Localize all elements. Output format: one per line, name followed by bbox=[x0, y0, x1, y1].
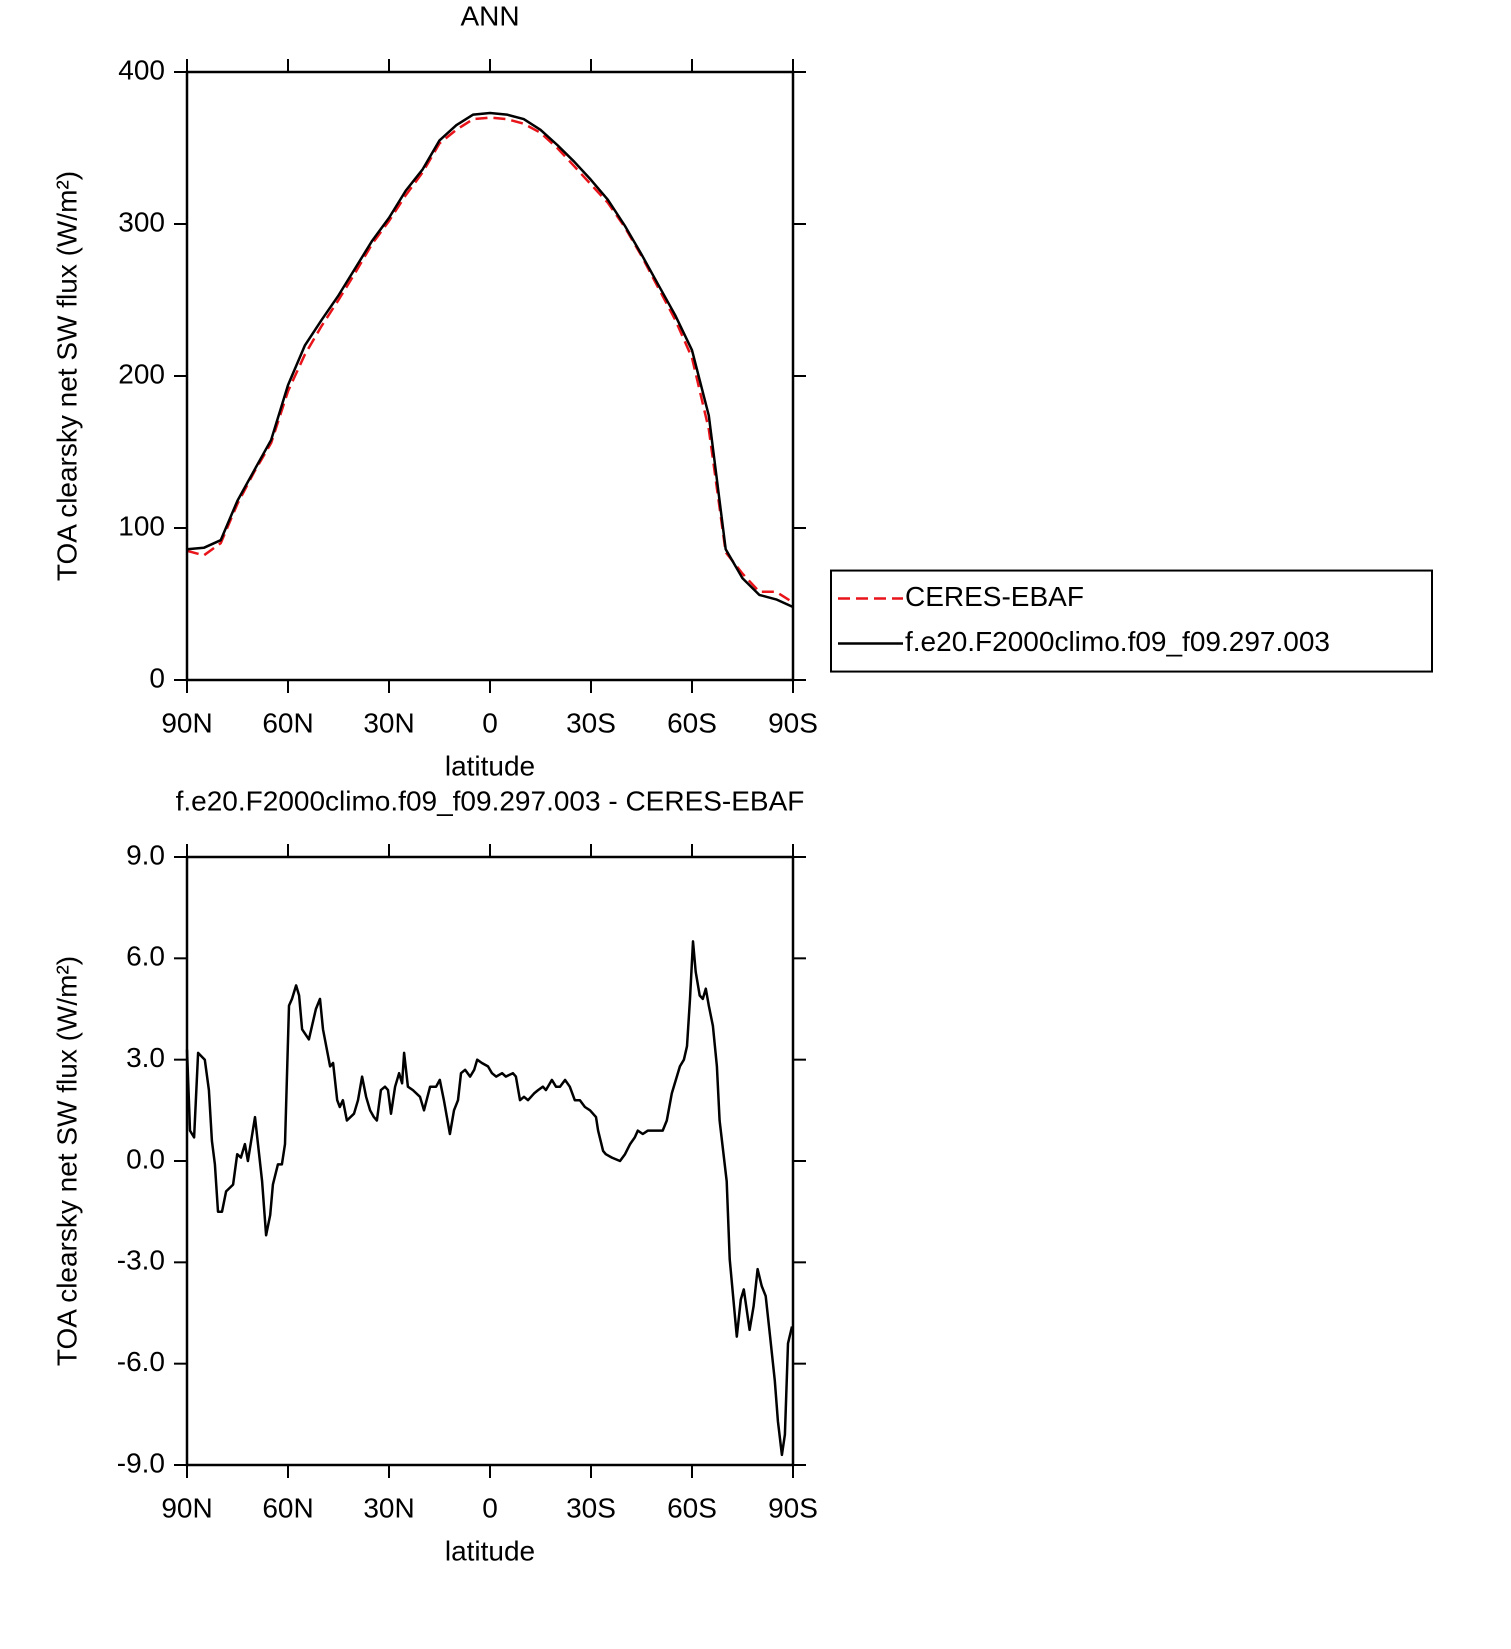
x-tick-label: 30S bbox=[566, 1492, 616, 1523]
x-tick-label: 60N bbox=[262, 1492, 313, 1523]
y-tick-label: 0.0 bbox=[126, 1143, 165, 1174]
legend-box bbox=[830, 569, 1433, 673]
y-axis-label: TOA clearsky net SW flux (W/m²) bbox=[51, 956, 82, 1366]
y-tick-label: 100 bbox=[118, 510, 165, 541]
x-tick-label: 90S bbox=[768, 707, 818, 738]
y-tick-label: 6.0 bbox=[126, 941, 165, 972]
legend-label: CERES-EBAF bbox=[905, 581, 1084, 612]
data-line bbox=[185, 940, 794, 1457]
x-tick-label: 30N bbox=[363, 1492, 414, 1523]
x-tick-label: 30S bbox=[566, 707, 616, 738]
y-tick-label: 3.0 bbox=[126, 1042, 165, 1073]
x-tick-label: 60S bbox=[667, 1492, 717, 1523]
y-tick-label: 0 bbox=[149, 662, 165, 693]
x-tick-label: 30N bbox=[363, 707, 414, 738]
legend-label: f.e20.F2000climo.f09_f09.297.003 bbox=[905, 626, 1330, 657]
y-tick-label: 300 bbox=[118, 206, 165, 237]
x-tick-label: 90S bbox=[768, 1492, 818, 1523]
chart-title: f.e20.F2000climo.f09_f09.297.003 - CERES… bbox=[176, 785, 805, 816]
y-tick-label: -3.0 bbox=[117, 1245, 165, 1276]
y-tick-label: -6.0 bbox=[117, 1346, 165, 1377]
y-axis-label: TOA clearsky net SW flux (W/m²) bbox=[51, 171, 82, 581]
data-line bbox=[186, 116, 794, 604]
y-tick-label: 9.0 bbox=[126, 839, 165, 870]
plot-frame bbox=[185, 70, 795, 682]
chart-title: ANN bbox=[460, 0, 519, 31]
x-tick-label: 90N bbox=[161, 1492, 212, 1523]
x-tick-label: 60S bbox=[667, 707, 717, 738]
x-axis-label: latitude bbox=[445, 750, 535, 781]
x-tick-label: 0 bbox=[482, 707, 498, 738]
x-axis-label: latitude bbox=[445, 1535, 535, 1566]
y-tick-label: 400 bbox=[118, 54, 165, 85]
y-tick-label: -9.0 bbox=[117, 1447, 165, 1478]
x-tick-label: 0 bbox=[482, 1492, 498, 1523]
plot-frame bbox=[185, 855, 795, 1467]
y-tick-label: 200 bbox=[118, 358, 165, 389]
x-tick-label: 90N bbox=[161, 707, 212, 738]
data-line bbox=[186, 111, 794, 609]
x-tick-label: 60N bbox=[262, 707, 313, 738]
